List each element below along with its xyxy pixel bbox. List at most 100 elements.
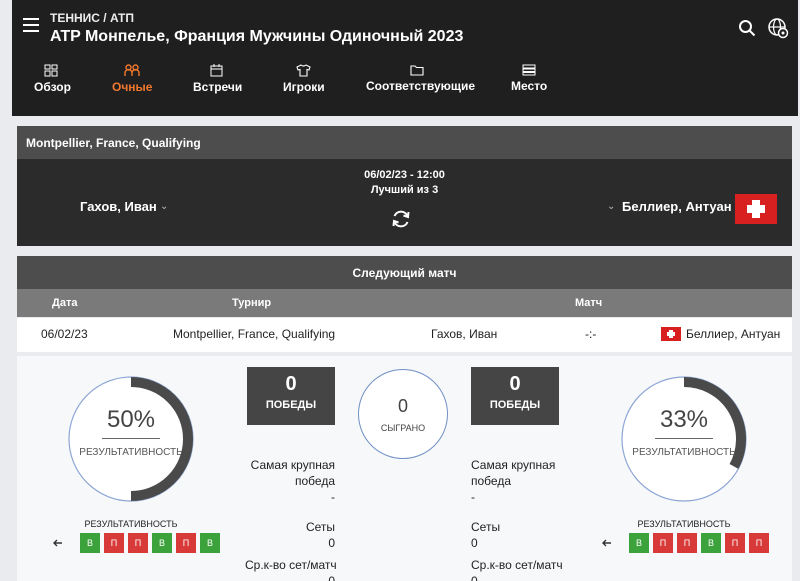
page-title: ATP Монпелье, Франция Мужчины Одиночный … [50,28,464,45]
right-wins: 0 [509,373,521,395]
table-row[interactable]: 06/02/23 Montpellier, France, Qualifying… [17,318,792,352]
tab-label: Соответствующие [366,79,476,93]
row-away-player: Беллиер, Антуан [686,327,781,341]
tournament-name: Montpellier, France, Qualifying [26,136,201,150]
biggest-win-label: Самая крупная победа [471,458,556,488]
divider [102,438,160,439]
form-loss-badge: П [176,533,196,553]
tab-players[interactable]: Игроки [283,64,325,98]
tab-label: Встречи [193,80,243,94]
tab-bar: Обзор Очные Встречи Игроки Соответствующ… [12,64,572,104]
form-loss-badge: П [653,533,673,553]
match-panel: 06/02/23 - 12:00 Лучший из 3 Гахов, Иван… [17,159,792,246]
swiss-flag-icon [735,194,777,224]
arrow-left-icon [53,539,62,547]
arrow-left-icon [602,539,611,547]
breadcrumb[interactable]: ТЕННИС / АТП [50,11,134,25]
played-label: СЫГРАНО [380,423,426,433]
form-loss-badge: П [749,533,769,553]
tab-head-to-head[interactable]: Очные [112,64,152,98]
tab-label: Обзор [34,80,71,94]
left-percentage: 50% [106,406,156,433]
head-to-head-icon [124,64,140,76]
form-win-badge: В [80,533,100,553]
right-biggest-win: - [471,490,475,504]
sets-label: Сеты [305,520,335,534]
swiss-flag-icon [661,327,681,341]
tab-venue[interactable]: Место [511,64,547,98]
tab-label: Место [511,79,548,93]
tab-overview[interactable]: Обзор [34,64,71,98]
avg-sets-label: Ср.к-во сет/матч [471,558,563,572]
tab-label: Игроки [283,80,325,94]
right-performance-label: РЕЗУЛЬТАТИВНОСТЬ [632,447,736,458]
avg-sets-label: Ср.к-во сет/матч [245,558,337,572]
table-header: Дата Турнир Матч [17,289,792,317]
player2-name[interactable]: Беллиер, Антуан [622,199,732,214]
folder-icon [410,65,424,76]
right-avg-sets: 0 [471,574,478,581]
divider [655,438,713,439]
match-format: Лучший из 3 [370,184,439,196]
form-loss-badge: П [725,533,745,553]
overview-icon [44,64,58,77]
row-home-player: Гахов, Иван [431,327,498,341]
right-performance-ring: 33% РЕЗУЛЬТАТИВНОСТЬ [619,374,749,504]
right-form-label: РЕЗУЛЬТАТИВНОСТЬ [637,519,731,529]
right-sets: 0 [471,536,478,550]
player1-name[interactable]: Гахов, Иван [80,199,157,214]
form-loss-badge: П [677,533,697,553]
row-date: 06/02/23 [41,327,88,341]
globe-settings-icon[interactable] [767,17,789,39]
next-match-header: Следующий матч [17,256,792,289]
app-header: ТЕННИС / АТП ATP Монпелье, Франция Мужчи… [12,0,798,116]
menu-icon[interactable] [23,18,39,32]
chevron-down-icon[interactable]: ⌄ [607,201,616,212]
form-loss-badge: П [128,533,148,553]
refresh-icon[interactable] [390,208,412,230]
match-datetime: 06/02/23 - 12:00 [364,169,445,181]
biggest-win-label: Самая крупная победа [250,458,335,488]
column-tournament: Турнир [232,297,272,309]
right-stat-list: Самая крупная победа - Сеты 0 Ср.к-во се… [471,457,581,581]
stadium-icon [522,64,536,76]
left-biggest-win: - [331,490,335,504]
left-avg-sets: 0 [328,574,335,581]
tab-related[interactable]: Соответствующие [366,64,475,98]
left-sets: 0 [328,536,335,550]
left-wins-box: 0 ПОБЕДЫ [247,367,335,425]
form-win-badge: В [152,533,172,553]
match-info: 06/02/23 - 12:00 Лучший из 3 [17,168,792,198]
search-icon[interactable] [738,19,756,37]
tournament-header: Montpellier, France, Qualifying [17,126,792,159]
head-to-head-stats: 50% РЕЗУЛЬТАТИВНОСТЬ 0 ПОБЕДЫ 0 СЫГРАНО … [17,356,792,581]
right-wins-label: ПОБЕДЫ [489,399,541,411]
left-performance-ring: 50% РЕЗУЛЬТАТИВНОСТЬ [66,374,196,504]
left-wins: 0 [285,373,297,395]
played-circle: 0 СЫГРАНО [358,369,448,459]
left-performance-label: РЕЗУЛЬТАТИВНОСТЬ [79,447,183,458]
right-percentage: 33% [659,406,709,433]
left-stat-list: Самая крупная победа - Сеты 0 Ср.к-во се… [245,457,337,581]
form-win-badge: В [701,533,721,553]
shirt-icon [295,64,311,77]
tab-label: Очные [112,80,153,94]
right-wins-box: 0 ПОБЕДЫ [471,367,559,425]
form-loss-badge: П [104,533,124,553]
played-count: 0 [397,396,408,416]
tab-matches[interactable]: Встречи [193,64,243,98]
form-win-badge: В [200,533,220,553]
row-score: -:- [585,327,597,341]
next-match-title: Следующий матч [352,266,457,280]
sets-label: Сеты [471,520,501,534]
form-win-badge: В [629,533,649,553]
chevron-down-icon[interactable]: ⌄ [160,201,169,212]
left-form-label: РЕЗУЛЬТАТИВНОСТЬ [84,519,178,529]
column-match: Матч [575,297,603,309]
row-tournament: Montpellier, France, Qualifying [173,327,336,341]
left-wins-label: ПОБЕДЫ [265,399,317,411]
column-date: Дата [52,297,78,309]
calendar-icon [210,64,222,77]
